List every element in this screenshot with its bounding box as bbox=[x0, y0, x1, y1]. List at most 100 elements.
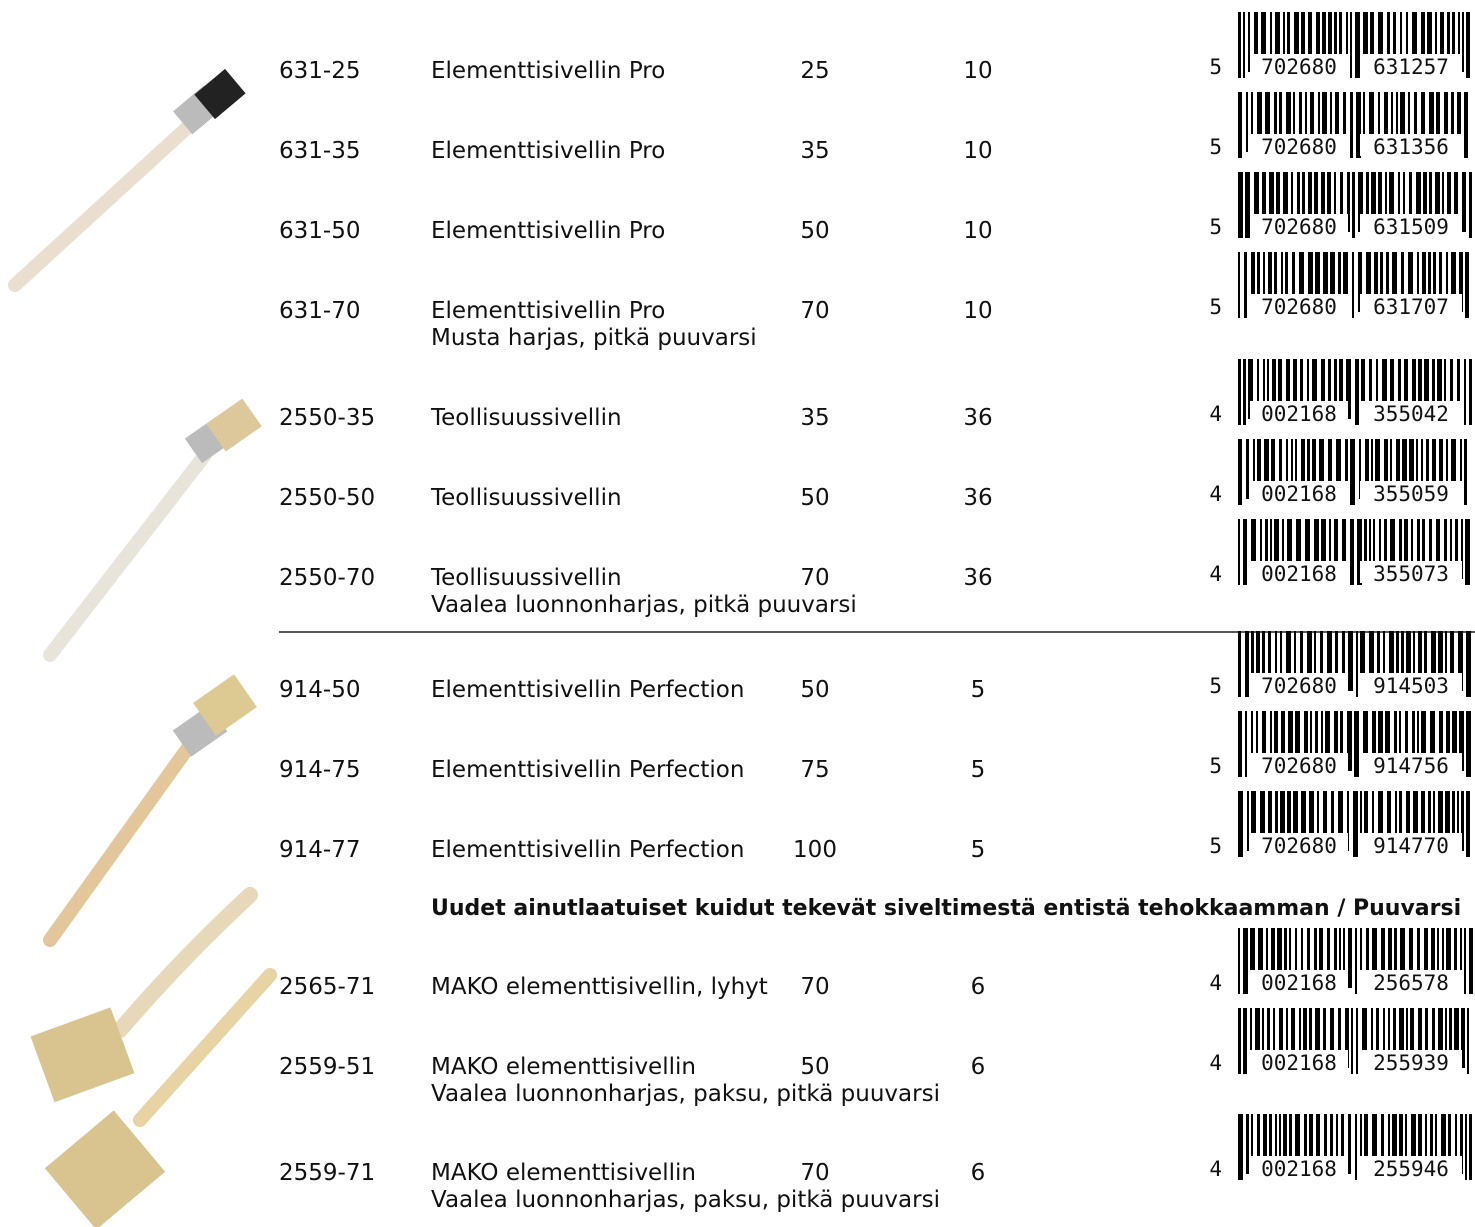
barcode-digit: 355073 bbox=[1373, 562, 1449, 586]
brush-width: 70 bbox=[800, 974, 829, 1000]
barcode-digit-bg bbox=[1250, 561, 1348, 583]
brush-width: 50 bbox=[800, 485, 829, 511]
product-code: 2550-50 bbox=[279, 485, 375, 511]
brush-width: 25 bbox=[800, 58, 829, 84]
barcode-digit: 002168 bbox=[1261, 1157, 1337, 1181]
barcode-digit-bg bbox=[1250, 134, 1348, 156]
pack-size: 5 bbox=[971, 837, 986, 863]
barcode-digit: 4 bbox=[1209, 482, 1222, 506]
brush-width: 35 bbox=[800, 138, 829, 164]
pack-size: 36 bbox=[963, 565, 992, 591]
barcode-digit: 702680 bbox=[1261, 135, 1337, 159]
barcode-digit-bg bbox=[1360, 401, 1462, 423]
brush-width: 50 bbox=[800, 677, 829, 703]
product-code: 631-50 bbox=[279, 218, 360, 244]
barcode-digit: 631707 bbox=[1373, 295, 1449, 319]
barcode-digit: 355042 bbox=[1373, 402, 1449, 426]
barcode bbox=[1238, 791, 1470, 857]
brush-width: 70 bbox=[800, 1160, 829, 1186]
barcode-digit-bg bbox=[1250, 1156, 1348, 1178]
barcode-digit: 914756 bbox=[1373, 754, 1449, 778]
pack-size: 5 bbox=[971, 677, 986, 703]
product-name: Elementtisivellin Perfection bbox=[431, 677, 744, 703]
product-name: MAKO elementtisivellin bbox=[431, 1160, 696, 1186]
barcode bbox=[1238, 172, 1472, 238]
product-name: Elementtisivellin Pro bbox=[431, 298, 665, 324]
barcode-digit: 631509 bbox=[1373, 215, 1449, 239]
barcode bbox=[1238, 1008, 1469, 1074]
product-name: Elementtisivellin Pro bbox=[431, 218, 665, 244]
barcode bbox=[1238, 359, 1472, 425]
product-code: 2550-35 bbox=[279, 405, 375, 431]
barcode-digit-bg bbox=[1360, 561, 1462, 583]
pack-size: 10 bbox=[963, 298, 992, 324]
barcode-digit: 255939 bbox=[1373, 1051, 1449, 1075]
barcode-digit: 914503 bbox=[1373, 674, 1449, 698]
barcode-digit: 255946 bbox=[1373, 1157, 1449, 1181]
barcode bbox=[1238, 1114, 1472, 1180]
barcode-digit: 5 bbox=[1209, 834, 1222, 858]
product-name: MAKO elementtisivellin, lyhyt bbox=[431, 974, 768, 1000]
barcode bbox=[1238, 92, 1468, 158]
brush-illustrations bbox=[8, 68, 277, 1227]
barcode-digit-bg bbox=[1360, 134, 1462, 156]
barcode-digit: 4 bbox=[1209, 562, 1222, 586]
barcode-digit: 4 bbox=[1209, 402, 1222, 426]
barcode-digit-bg bbox=[1250, 294, 1348, 316]
product-code: 2550-70 bbox=[279, 565, 375, 591]
barcode-digit-bg bbox=[1360, 970, 1462, 992]
barcode-digit: 5 bbox=[1209, 215, 1222, 239]
product-name: Elementtisivellin Pro bbox=[431, 138, 665, 164]
barcode-digit-bg bbox=[1360, 1156, 1462, 1178]
section-heading: Uudet ainutlaatuiset kuidut tekevät sive… bbox=[431, 896, 1461, 921]
barcode-digit: 002168 bbox=[1261, 562, 1337, 586]
barcode-digit: 4 bbox=[1209, 971, 1222, 995]
pack-size: 10 bbox=[963, 58, 992, 84]
pack-size: 6 bbox=[971, 1054, 986, 1080]
pack-size: 10 bbox=[963, 218, 992, 244]
barcode-digit-bg bbox=[1250, 401, 1348, 423]
barcode-digit-bg bbox=[1250, 481, 1348, 503]
barcode-digit: 4 bbox=[1209, 1051, 1222, 1075]
brush-width: 100 bbox=[793, 837, 837, 863]
barcode-digit-bg bbox=[1250, 753, 1348, 775]
barcode-digit: 702680 bbox=[1261, 754, 1337, 778]
brush-width: 70 bbox=[800, 565, 829, 591]
barcode-digit-bg bbox=[1360, 753, 1462, 775]
barcode-digit: 002168 bbox=[1261, 482, 1337, 506]
brush-width: 50 bbox=[800, 218, 829, 244]
barcode-digit-bg bbox=[1360, 54, 1462, 76]
barcode-digit: 002168 bbox=[1261, 402, 1337, 426]
product-code: 2559-71 bbox=[279, 1160, 375, 1186]
product-code: 914-50 bbox=[279, 677, 360, 703]
product-code: 914-77 bbox=[279, 837, 360, 863]
product-code: 2559-51 bbox=[279, 1054, 375, 1080]
barcode-digit-bg bbox=[1360, 673, 1462, 695]
barcode-digit-bg bbox=[1250, 673, 1348, 695]
brush-width: 70 bbox=[800, 298, 829, 324]
barcode-digit: 4 bbox=[1209, 1157, 1222, 1181]
barcode-digit: 355059 bbox=[1373, 482, 1449, 506]
brush-width: 35 bbox=[800, 405, 829, 431]
product-code: 914-75 bbox=[279, 757, 360, 783]
product-name: Teollisuussivellin bbox=[430, 565, 622, 591]
product-name: Elementtisivellin Perfection bbox=[431, 837, 744, 863]
barcode-digit: 256578 bbox=[1373, 971, 1449, 995]
barcode-digit-bg bbox=[1250, 214, 1348, 236]
product-code: 2565-71 bbox=[279, 974, 375, 1000]
barcode bbox=[1238, 12, 1470, 78]
product-name: MAKO elementtisivellin bbox=[431, 1054, 696, 1080]
barcode bbox=[1238, 711, 1471, 777]
pack-size: 5 bbox=[971, 757, 986, 783]
barcode-digit: 002168 bbox=[1261, 971, 1337, 995]
barcode-digit-bg bbox=[1250, 970, 1348, 992]
pack-size: 36 bbox=[963, 405, 992, 431]
barcode bbox=[1238, 631, 1471, 697]
product-code: 631-35 bbox=[279, 138, 360, 164]
pack-size: 10 bbox=[963, 138, 992, 164]
product-code: 631-70 bbox=[279, 298, 360, 324]
barcode bbox=[1238, 928, 1473, 994]
barcode-digit: 5 bbox=[1209, 674, 1222, 698]
barcode-digit-bg bbox=[1360, 1050, 1462, 1072]
